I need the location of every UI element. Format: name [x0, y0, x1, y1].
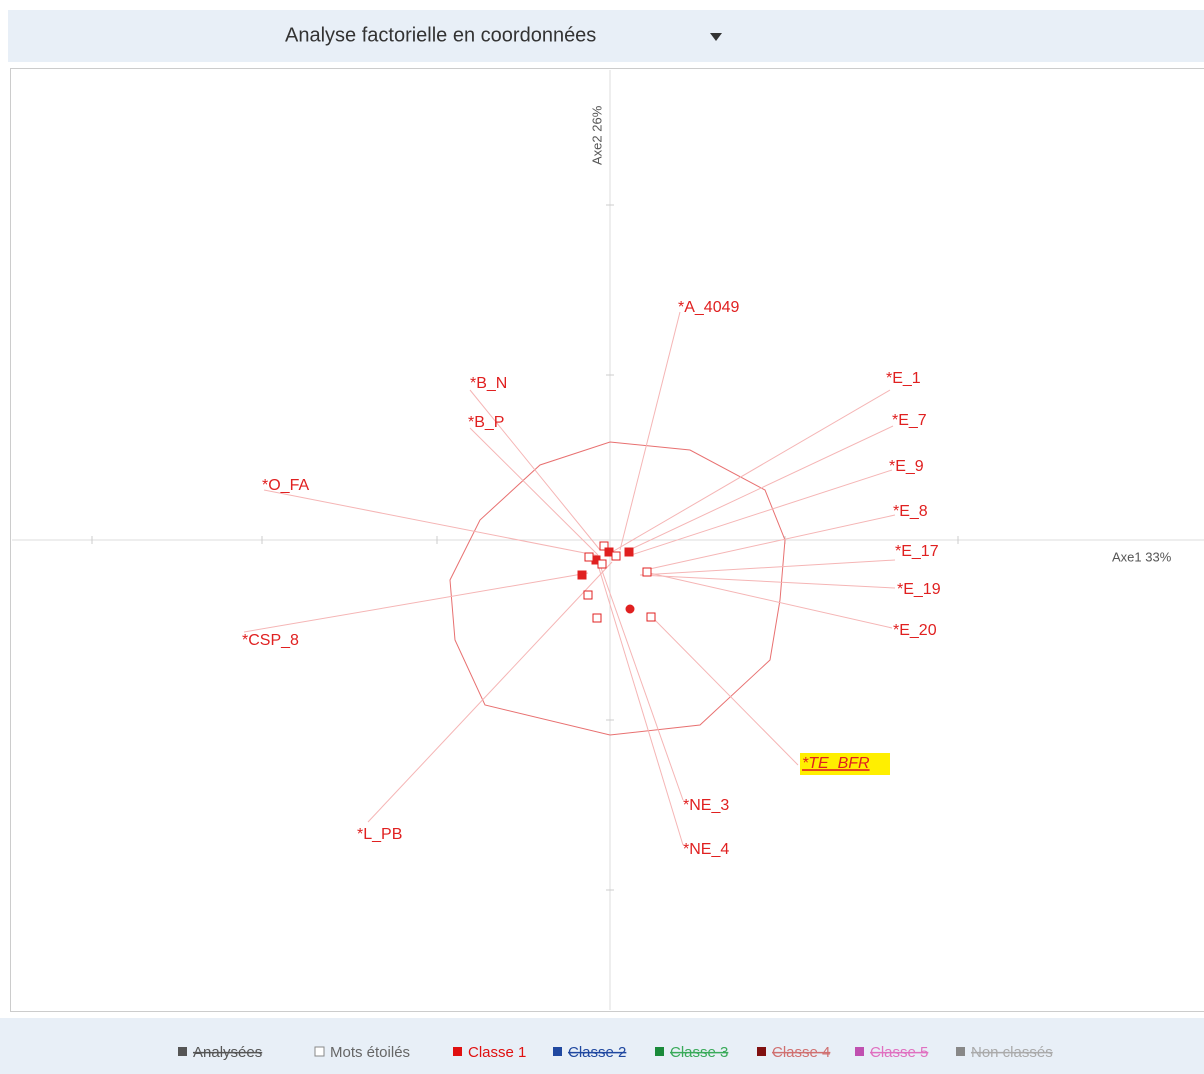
legend-label[interactable]: Non classés — [971, 1044, 1053, 1061]
hull — [449, 441, 786, 736]
legend-label[interactable]: Classe 5 — [870, 1044, 928, 1061]
markers — [577, 541, 656, 623]
legend-label[interactable]: Analysées — [193, 1044, 262, 1061]
point-label[interactable]: *CSP_8 — [242, 632, 299, 649]
point-label[interactable]: *TE_BFR — [802, 755, 870, 772]
point-label[interactable]: *E_7 — [892, 412, 927, 429]
link-line — [597, 564, 684, 846]
legend-bar — [0, 1018, 1204, 1074]
title[interactable]: Analyse factorielle en coordonnées — [285, 24, 596, 46]
link-line — [624, 425, 894, 553]
point-label[interactable]: *E_19 — [897, 581, 941, 598]
link-line — [611, 389, 891, 553]
legend-swatch — [757, 1047, 766, 1056]
legend-label[interactable]: Classe 1 — [468, 1044, 526, 1061]
link-line — [649, 614, 799, 766]
point-label[interactable]: *E_20 — [893, 622, 937, 639]
point-label[interactable]: *NE_3 — [683, 797, 729, 814]
point-label[interactable]: *B_N — [470, 375, 507, 392]
dropdown-arrow[interactable] — [710, 33, 722, 41]
link-line — [243, 572, 589, 633]
point-label[interactable]: *E_9 — [889, 458, 924, 475]
point-label[interactable]: *E_17 — [895, 543, 939, 560]
link-line — [619, 311, 681, 551]
point-label[interactable]: *E_8 — [893, 503, 928, 520]
link-line — [599, 564, 684, 801]
legend-swatch — [655, 1047, 664, 1056]
legend-swatch — [453, 1047, 462, 1056]
legend-swatch — [553, 1047, 562, 1056]
point-label[interactable]: *E_1 — [886, 370, 921, 387]
legend-swatch — [855, 1047, 864, 1056]
link-line — [644, 514, 896, 571]
link-line — [639, 559, 896, 576]
y-axis-label: Axe2 26% — [589, 105, 604, 165]
link-line — [263, 489, 601, 557]
legend-label[interactable]: Classe 4 — [772, 1044, 830, 1061]
legend-swatch — [178, 1047, 187, 1056]
legend-label[interactable]: Mots étoilés — [330, 1044, 410, 1061]
link-line — [367, 561, 613, 823]
point-label[interactable]: *B_P — [468, 414, 504, 431]
link-line — [469, 427, 599, 556]
legend-swatch — [314, 1046, 325, 1057]
link-lines — [243, 311, 896, 846]
point-label[interactable]: *O_FA — [262, 477, 309, 494]
highlight — [800, 753, 890, 775]
link-line — [644, 571, 893, 629]
legend-label[interactable]: Classe 2 — [568, 1044, 626, 1061]
link-line — [639, 574, 896, 589]
link-line — [469, 389, 601, 551]
legend-label[interactable]: Classe 3 — [670, 1044, 728, 1061]
link-line — [627, 469, 893, 557]
x-axis-label: Axe1 33% — [1112, 549, 1172, 564]
point-label[interactable]: *NE_4 — [683, 841, 729, 858]
header-bar — [8, 10, 1204, 62]
legend-swatch — [956, 1047, 965, 1056]
ticks — [91, 204, 959, 891]
point-label[interactable]: *A_4049 — [678, 299, 739, 316]
point-label[interactable]: *L_PB — [357, 826, 402, 843]
